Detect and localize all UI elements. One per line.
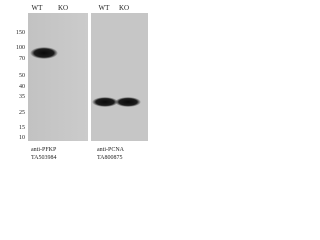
catalog-label: TA800875 xyxy=(97,155,123,161)
antibody-label: anti-PFKP xyxy=(31,147,57,153)
blot-panel xyxy=(28,13,88,141)
antibody-label: anti-PCNA xyxy=(97,147,125,153)
marker-label: 35 xyxy=(19,94,25,100)
marker-label: 100 xyxy=(16,45,25,51)
marker-label: 70 xyxy=(19,56,25,62)
blot-figure: WT KO WT KO 150 100 70 50 40 35 25 15 10… xyxy=(16,4,148,161)
marker-labels: 150 100 70 50 40 35 25 15 10 xyxy=(16,30,25,141)
lane-label: KO xyxy=(58,4,68,12)
page: {"markers": ["150", "100", "70", "50", "… xyxy=(0,0,150,171)
marker-label: 50 xyxy=(19,73,25,79)
marker-label: 40 xyxy=(19,84,25,90)
catalog-label: TA503984 xyxy=(31,155,57,161)
lane-label: WT xyxy=(99,4,111,12)
lane-label: KO xyxy=(119,4,129,12)
band xyxy=(30,47,58,59)
marker-label: 150 xyxy=(16,30,25,36)
marker-label: 25 xyxy=(19,110,25,116)
marker-label: 10 xyxy=(19,135,25,141)
marker-label: 15 xyxy=(19,125,25,131)
lane-label: WT xyxy=(32,4,44,12)
blot-panel xyxy=(91,13,148,141)
band xyxy=(92,97,118,107)
band xyxy=(115,97,141,107)
